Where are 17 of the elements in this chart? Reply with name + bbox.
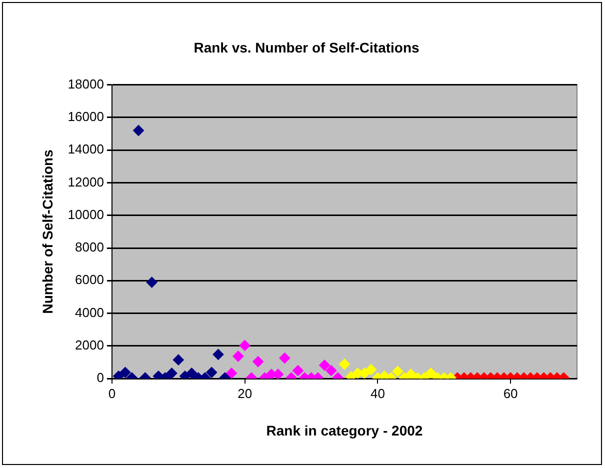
- y-tick-label: 14000: [68, 142, 104, 157]
- x-axis-title: Rank in category - 2002: [266, 422, 423, 438]
- chart-title: Rank vs. Number of Self-Citations: [194, 39, 420, 56]
- y-tick-label: 16000: [68, 109, 104, 124]
- x-tick-label: 0: [108, 386, 116, 401]
- y-tick-label: 0: [96, 370, 104, 386]
- y-tick-label: 4000: [75, 304, 104, 320]
- y-tick-label: 2000: [75, 338, 104, 353]
- y-tick-label: 18000: [68, 76, 104, 92]
- y-axis-title: Number of Self-Citations: [39, 149, 56, 314]
- y-tick-label: 12000: [68, 174, 104, 190]
- x-tick-label: 40: [370, 386, 385, 401]
- x-tick-label: 20: [238, 386, 252, 401]
- x-tick-label: 60: [503, 386, 518, 401]
- y-tick-label: 10000: [68, 206, 104, 222]
- y-tick-label: 8000: [75, 240, 104, 255]
- y-tick-label: 6000: [75, 272, 104, 288]
